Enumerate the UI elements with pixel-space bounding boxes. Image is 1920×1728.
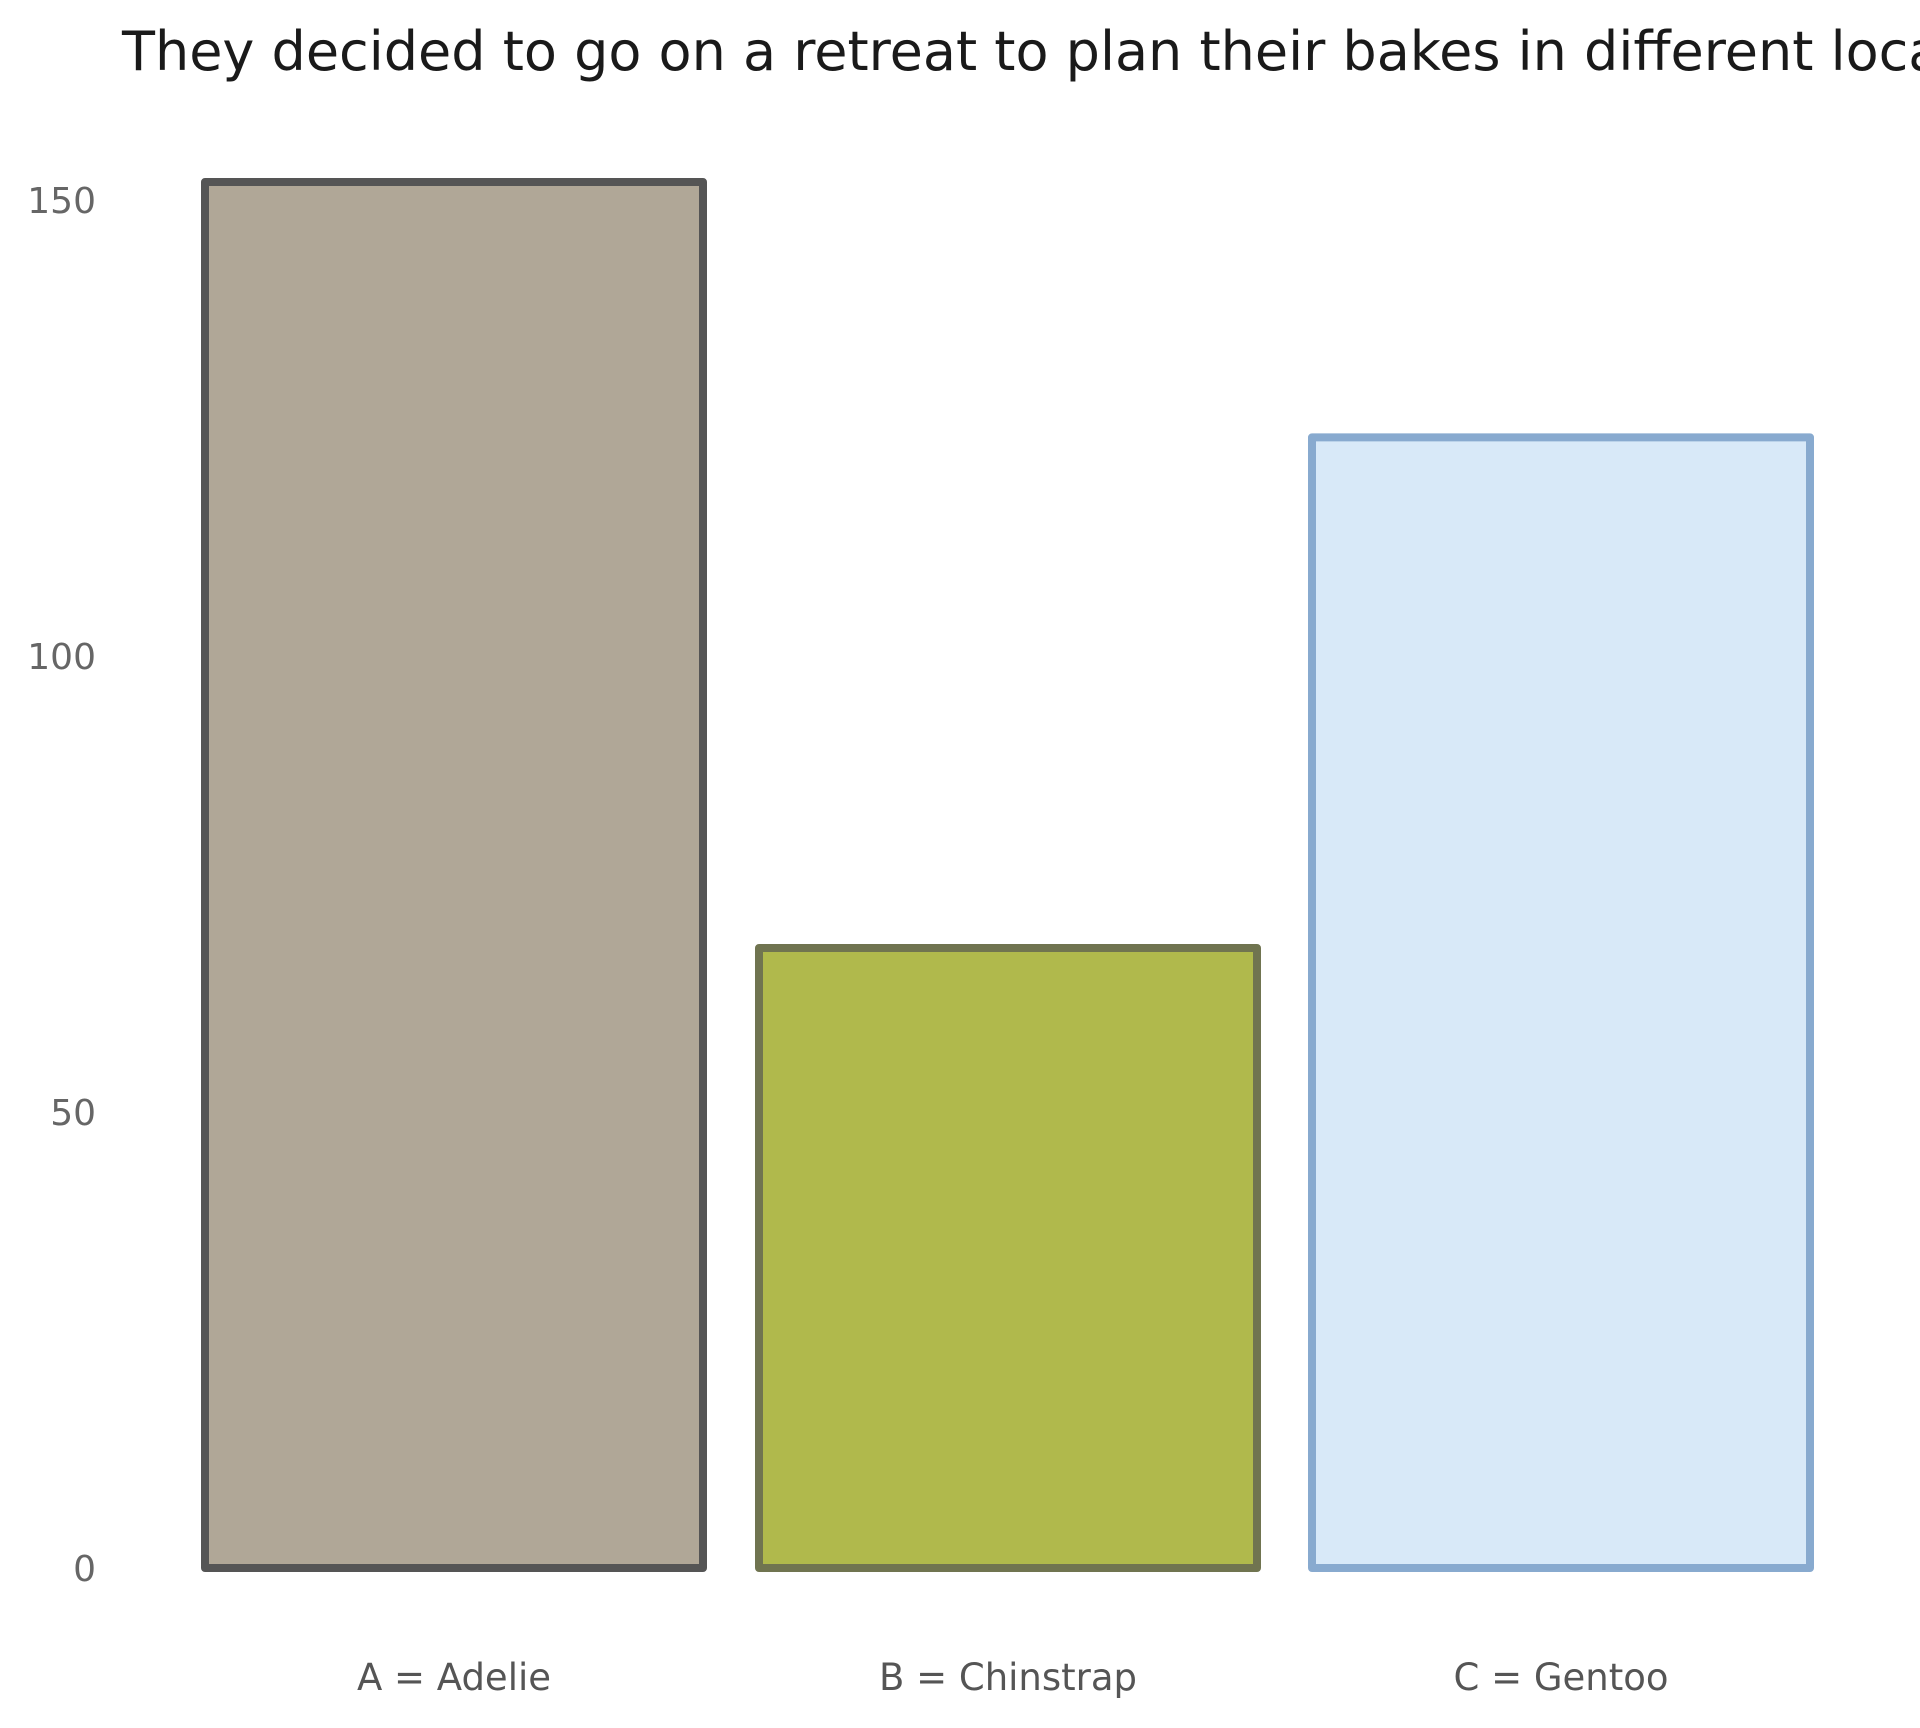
x-category-label: B = Chinstrap [879, 1656, 1137, 1699]
x-category-label: A = Adelie [357, 1656, 551, 1699]
bars [201, 178, 1814, 1572]
bar [201, 178, 707, 1572]
y-axis-ticks: 0 50 100 150 [27, 181, 96, 1590]
bar [1308, 433, 1814, 1572]
x-axis-labels: A = Adelie B = Chinstrap C = Gentoo [357, 1656, 1669, 1699]
bar [755, 943, 1261, 1572]
x-category-label: C = Gentoo [1453, 1656, 1668, 1699]
y-tick-label: 100 [27, 637, 96, 678]
chart-title: They decided to go on a retreat to plan … [121, 20, 1920, 83]
y-tick-label: 0 [73, 1549, 96, 1590]
y-tick-label: 50 [50, 1093, 96, 1134]
y-tick-label: 150 [27, 181, 96, 222]
